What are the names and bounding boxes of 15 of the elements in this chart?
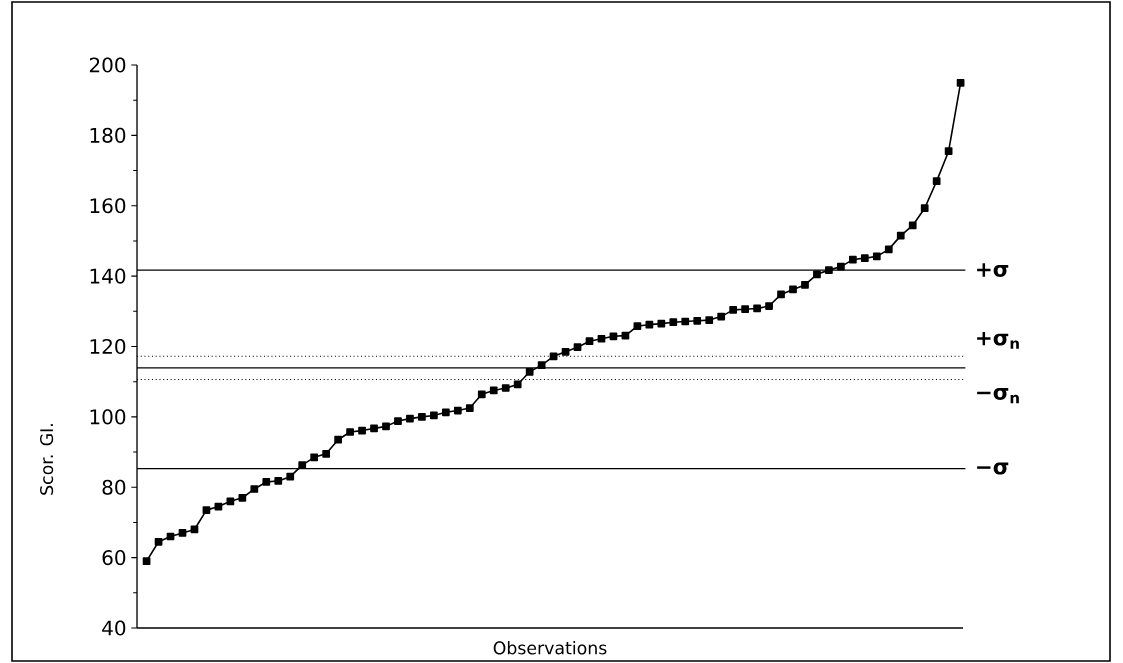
ref-line-label: −σ <box>977 462 1009 475</box>
y-tick-label: 200 <box>89 57 126 73</box>
y-tick-label: 180 <box>90 127 126 143</box>
ref-line-label: +σ <box>977 263 1009 277</box>
y-tick-label: 40 <box>102 620 126 636</box>
y-tick-label: 100 <box>90 409 126 425</box>
y-tick-label: 120 <box>90 338 126 355</box>
ref-line-label: +σ$_{n}$ <box>977 331 1019 349</box>
y-axis-title: Scor. GI. <box>40 424 54 495</box>
y-tick-label: 160 <box>90 198 126 214</box>
x-axis-title: Observations <box>493 641 607 655</box>
y-tick-label: 80 <box>102 479 126 495</box>
y-tick-label: 140 <box>90 268 126 284</box>
ref-line-label: −σ$_{n}$ <box>977 388 1019 404</box>
y-tick-label: 60 <box>102 550 126 566</box>
